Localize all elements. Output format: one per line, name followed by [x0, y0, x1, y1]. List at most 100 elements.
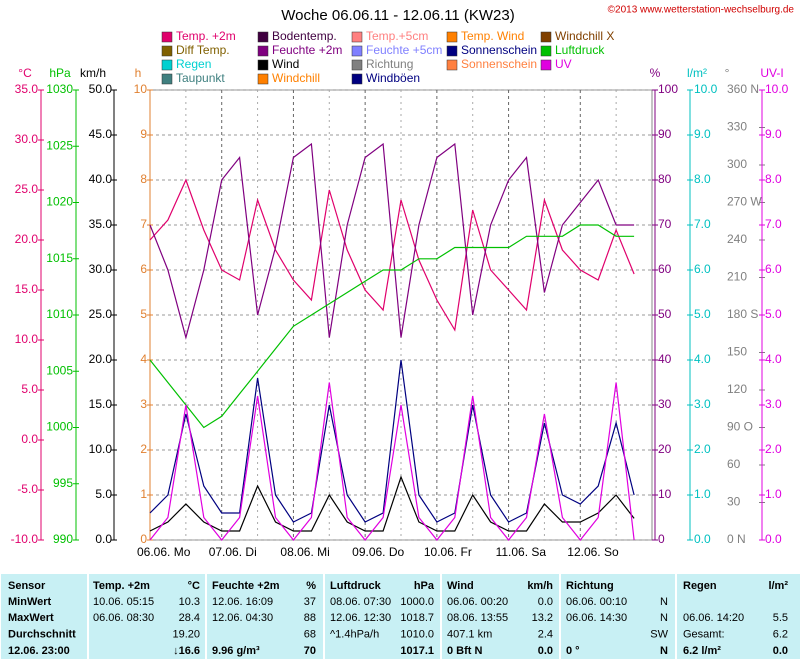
y-tick-label: 7.0: [694, 217, 711, 231]
y-tick-label: 5.0: [21, 382, 38, 396]
y-tick-label: 70: [658, 217, 672, 231]
y-tick-label: 1.0: [694, 487, 711, 501]
table-cell: SW: [650, 629, 668, 641]
y-tick-label: 0: [140, 532, 147, 546]
series-line: [149, 224, 635, 429]
table-cell: Temp. +2m: [93, 580, 150, 592]
table-cell: 12.06. 12:30: [330, 612, 391, 624]
legend-swatch: [161, 73, 173, 85]
y-tick-label: 300: [727, 157, 747, 171]
y-tick-label: 10.0: [15, 332, 39, 346]
axis-unit: °: [725, 66, 730, 80]
table-cell: MinWert: [8, 596, 52, 608]
legend-label: Temp. +2m: [176, 29, 236, 43]
axis-unit: °C: [18, 66, 32, 80]
y-tick-label: 45.0: [89, 127, 113, 141]
legend-label: Temp. Wind: [461, 29, 524, 43]
y-tick-label: 50.0: [89, 82, 113, 96]
legend-label: Taupunkt: [176, 71, 225, 85]
table-cell: 06.06. 00:20: [447, 596, 508, 608]
table-cell: 06.06. 14:20: [683, 612, 744, 624]
x-tick-label: 08.06. Mi: [280, 545, 329, 559]
copyright: ©2013 www.wetterstation-wechselburg.de: [608, 5, 795, 16]
legend-swatch: [446, 45, 458, 57]
table-cell: 13.2: [532, 612, 553, 624]
y-tick-label: -5.0: [17, 482, 38, 496]
table-cell: 06.06. 00:10: [566, 596, 627, 608]
y-tick-label: 60: [727, 457, 741, 471]
table-cell: 12.06. 04:30: [212, 612, 273, 624]
table-cell: 88: [304, 612, 316, 624]
y-tick-label: 25.0: [15, 182, 39, 196]
axis-unit: h: [135, 66, 142, 80]
legend-swatch: [540, 45, 552, 57]
table-cell: MaxWert: [8, 612, 54, 624]
table-cell: 6.2 l/m²: [683, 645, 721, 657]
table-cell: 0.0: [773, 645, 788, 657]
legend-swatch: [351, 59, 363, 71]
y-tick-label: 80: [658, 172, 672, 186]
y-tick-label: 0.0: [95, 532, 112, 546]
y-tick-label: 1015: [46, 251, 73, 265]
y-tick-label: 995: [53, 476, 73, 490]
y-tick-label: 1005: [46, 363, 73, 377]
table-cell: °C: [188, 580, 200, 592]
table-cell: 70: [304, 645, 316, 657]
y-tick-label: 240: [727, 232, 747, 246]
y-tick-label: 0.0: [21, 432, 38, 446]
table-cell: 9.96 g/m³: [212, 645, 260, 657]
table-cell: 37: [304, 596, 316, 608]
y-tick-label: 9: [140, 127, 147, 141]
table-background: [0, 574, 800, 659]
y-tick-label: 1000: [46, 420, 73, 434]
y-tick-label: 990: [53, 532, 73, 546]
legend-label: Windchill: [272, 71, 320, 85]
table-cell: km/h: [527, 580, 553, 592]
y-tick-label: 1.0: [765, 487, 782, 501]
legend-swatch: [257, 45, 269, 57]
table-cell: N: [660, 612, 668, 624]
x-tick-label: 11.06. Sa: [496, 545, 547, 559]
y-tick-label: 0.0: [694, 532, 711, 546]
y-tick-label: 50: [658, 307, 672, 321]
y-tick-label: 1: [140, 487, 147, 501]
y-tick-label: 9.0: [694, 127, 711, 141]
legend-label: Wind: [272, 57, 299, 71]
x-tick-label: 10.06. Fr: [424, 545, 472, 559]
legend-swatch: [161, 59, 173, 71]
table-cell: 5.5: [773, 612, 788, 624]
y-tick-label: 15.0: [89, 397, 113, 411]
legend-label: Sonnenschein: [461, 57, 537, 71]
table-cell: 10.06. 05:15: [93, 596, 154, 608]
y-tick-label: 3.0: [694, 397, 711, 411]
legend-swatch: [351, 31, 363, 43]
y-tick-label: 150: [727, 345, 747, 359]
table-cell: Regen: [683, 580, 717, 592]
legend-label: UV: [555, 57, 572, 71]
legend-swatch: [257, 31, 269, 43]
legend-label: Bodentemp.: [272, 29, 337, 43]
axis-unit: %: [650, 66, 661, 80]
table-cell: 68: [304, 629, 316, 641]
table-cell: hPa: [414, 580, 435, 592]
y-tick-label: 330: [727, 120, 747, 134]
table-cell: 0 Bft N: [447, 645, 483, 657]
y-tick-label: 2.0: [694, 442, 711, 456]
x-tick-label: 07.06. Di: [209, 545, 257, 559]
table-cell: 08.06. 13:55: [447, 612, 508, 624]
table-cell: 19.20: [172, 629, 200, 641]
series-line: [149, 359, 635, 523]
y-tick-label: 15.0: [15, 282, 39, 296]
y-tick-label: -10.0: [11, 532, 39, 546]
table-cell: Gesamt:: [683, 629, 725, 641]
table-cell: 12.06. 16:09: [212, 596, 273, 608]
legend-label: Windchill X: [555, 29, 614, 43]
legend-swatch: [446, 59, 458, 71]
legend-swatch: [351, 73, 363, 85]
y-tick-label: 30.0: [89, 262, 113, 276]
legend-label: Richtung: [366, 57, 413, 71]
axis-unit: UV-I: [760, 66, 783, 80]
legend-label: Feuchte +2m: [272, 43, 342, 57]
y-tick-label: 4.0: [765, 352, 782, 366]
table-cell: 2.4: [538, 629, 553, 641]
